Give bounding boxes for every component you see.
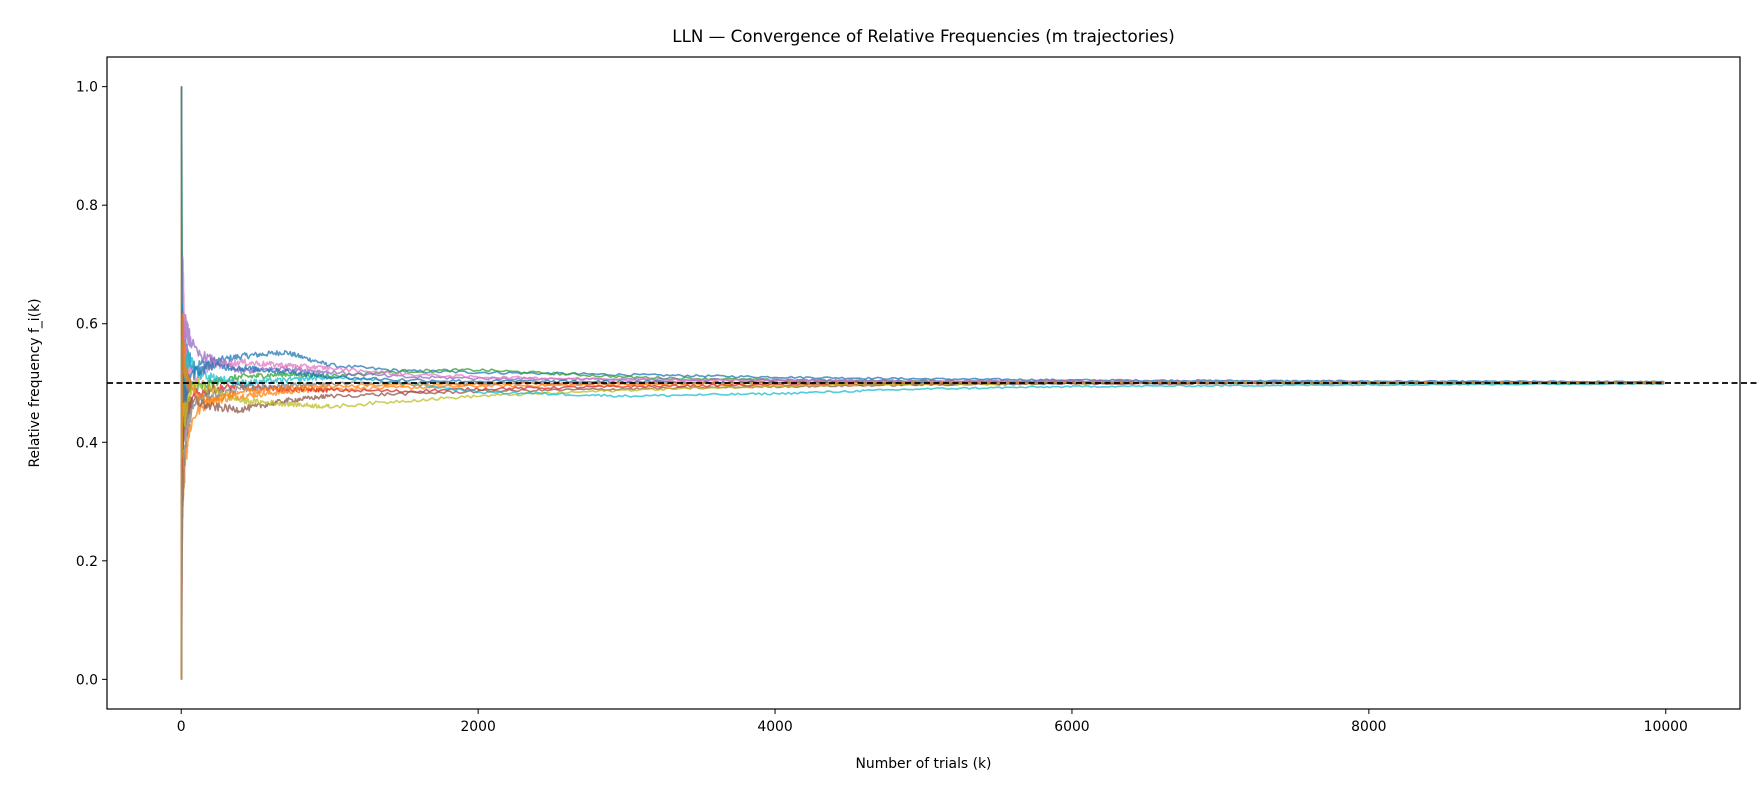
y-tick-label: 0.0	[76, 672, 98, 688]
y-tick-label: 0.8	[76, 198, 98, 214]
x-tick-label: 6000	[1054, 719, 1089, 735]
y-tick-label: 1.0	[76, 80, 98, 96]
x-tick-label: 4000	[757, 719, 792, 735]
series-layer	[180, 85, 1665, 681]
chart-title: LLN — Convergence of Relative Frequencie…	[672, 26, 1174, 46]
x-tick-label: 0	[177, 719, 186, 735]
x-tick-label: 8000	[1351, 719, 1386, 735]
x-axis-label: Number of trials (k)	[856, 756, 992, 772]
y-tick-label: 0.2	[76, 554, 98, 570]
x-tick-label: 2000	[460, 719, 495, 735]
series-line-10	[180, 302, 1665, 680]
plot-frame	[106, 56, 1741, 710]
y-axis-ticks: 0.0 0.2 0.4 0.6 0.8 1.0	[76, 80, 107, 688]
x-axis-ticks: 0 2000 4000 6000 8000 10000	[177, 709, 1688, 735]
y-axis-label: Relative frequency f_i(k)	[27, 298, 43, 467]
y-tick-label: 0.6	[76, 317, 98, 333]
x-tick-label: 10000	[1644, 719, 1688, 735]
y-tick-label: 0.4	[76, 435, 98, 451]
